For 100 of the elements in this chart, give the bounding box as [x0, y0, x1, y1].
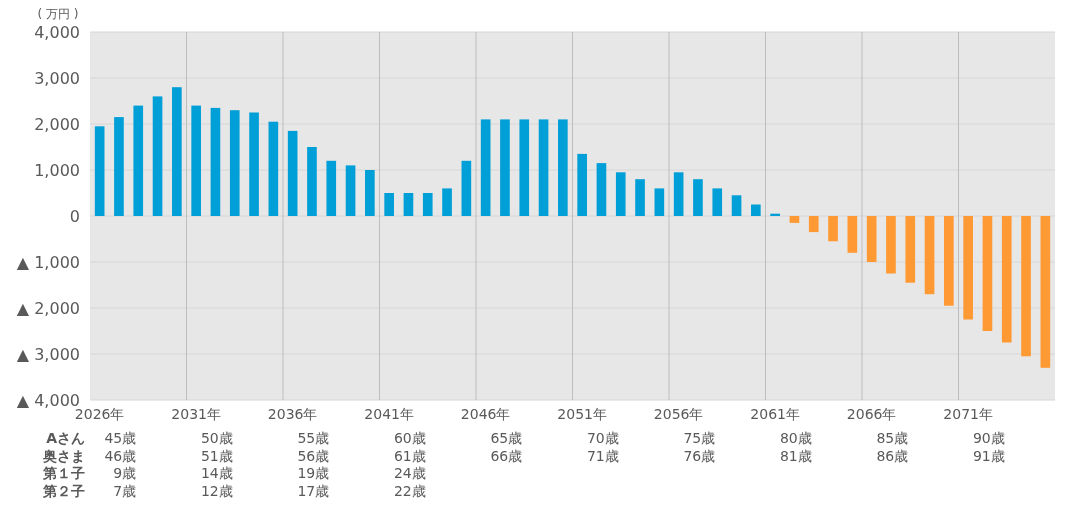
- bar: [422, 193, 433, 216]
- text: 70歳: [586, 430, 619, 446]
- bar: [596, 163, 607, 216]
- text: 50歳: [200, 430, 233, 446]
- text: 91歳: [972, 447, 1005, 464]
- bar: [307, 147, 317, 216]
- bar: [480, 119, 491, 216]
- bar: [654, 188, 665, 216]
- bar: [326, 160, 337, 216]
- bar: [673, 172, 684, 216]
- text: 76歳: [683, 447, 716, 464]
- text: 14歳: [200, 465, 233, 481]
- text: 55歳: [297, 430, 330, 446]
- y-tick-label: ▲ 3,000: [16, 345, 80, 364]
- bar: [558, 119, 568, 216]
- x-tick-label: 2071年: [943, 406, 993, 422]
- y-tick-label: 2,000: [34, 115, 80, 134]
- bar: [808, 216, 819, 233]
- text: 7歳: [113, 482, 137, 499]
- text: 奥さま: [42, 447, 85, 464]
- bar: [924, 216, 935, 295]
- bar: [693, 179, 703, 216]
- bar: [751, 204, 761, 216]
- bar: [944, 216, 954, 306]
- x-tick-label: 2031年: [171, 406, 221, 422]
- bar: [442, 188, 452, 216]
- bar: [1040, 216, 1051, 368]
- text: 80歳: [779, 430, 812, 446]
- bar: [500, 119, 510, 216]
- bar: [731, 195, 742, 216]
- text: 51歳: [200, 447, 233, 464]
- bar: [1021, 216, 1031, 357]
- text: 24歳: [393, 465, 426, 481]
- bar: [712, 188, 723, 216]
- bar: [519, 119, 530, 216]
- text: 45歳: [104, 430, 137, 446]
- bar: [172, 87, 182, 216]
- bar: [770, 213, 780, 216]
- text: 19歳: [297, 465, 330, 481]
- text: 71歳: [586, 447, 619, 464]
- text: 56歳: [297, 447, 330, 464]
- text: 85歳: [876, 430, 909, 446]
- text: 第２子: [42, 482, 85, 499]
- bar: [461, 160, 472, 216]
- bar: [152, 96, 163, 216]
- y-tick-label: 0: [69, 207, 80, 226]
- bar: [365, 170, 375, 216]
- text: 第１子: [42, 465, 85, 481]
- bar: [268, 121, 279, 216]
- bar: [635, 179, 645, 216]
- text: 75歳: [683, 430, 716, 446]
- bar: [905, 216, 916, 283]
- bar: [403, 193, 414, 216]
- bar: [345, 165, 356, 216]
- x-tick-label: 2041年: [364, 406, 414, 422]
- bar: [963, 216, 973, 320]
- text: 86歳: [876, 447, 909, 464]
- bar: [1001, 216, 1012, 343]
- bar: [538, 119, 549, 216]
- x-tick-label: 2036年: [267, 406, 318, 422]
- bar: [191, 105, 201, 216]
- text: 81歳: [779, 447, 812, 464]
- text: 9歳: [113, 465, 137, 481]
- bar: [249, 112, 259, 216]
- bar: [982, 216, 993, 331]
- y-tick-label: ▲ 1,000: [16, 253, 80, 272]
- text: 17歳: [297, 482, 330, 499]
- text: 46歳: [104, 447, 137, 464]
- text: 60歳: [393, 430, 426, 446]
- text: 90歳: [972, 430, 1005, 446]
- bar: [287, 130, 298, 216]
- bar: [133, 105, 144, 216]
- bar: [866, 216, 877, 262]
- text: Aさん: [46, 430, 85, 446]
- bar: [114, 117, 124, 216]
- x-tick-label: 2046年: [460, 406, 511, 422]
- bar: [828, 216, 838, 242]
- x-tick-label: 2066年: [846, 406, 897, 422]
- x-tick-label: 2056年: [653, 406, 704, 422]
- y-axis-title: ( 万円 ): [37, 7, 79, 21]
- bar: [615, 172, 626, 216]
- y-tick-label: 1,000: [34, 161, 80, 180]
- x-tick-label: 2061年: [750, 406, 800, 422]
- bar: [847, 216, 858, 253]
- text: 61歳: [393, 447, 426, 464]
- bar: [210, 107, 221, 216]
- bar: [229, 110, 240, 216]
- text: 66歳: [490, 447, 523, 464]
- bar: [94, 126, 105, 216]
- text: 65歳: [490, 430, 523, 446]
- x-tick-label: 2051年: [557, 406, 607, 422]
- bar: [577, 153, 587, 216]
- text: 22歳: [393, 482, 426, 499]
- bar: [384, 193, 394, 216]
- y-tick-label: 4,000: [34, 23, 80, 42]
- bar: [886, 216, 896, 274]
- bar: [789, 216, 800, 223]
- text: 12歳: [200, 482, 233, 499]
- y-tick-label: ▲ 2,000: [16, 299, 80, 318]
- y-tick-label: 3,000: [34, 69, 80, 88]
